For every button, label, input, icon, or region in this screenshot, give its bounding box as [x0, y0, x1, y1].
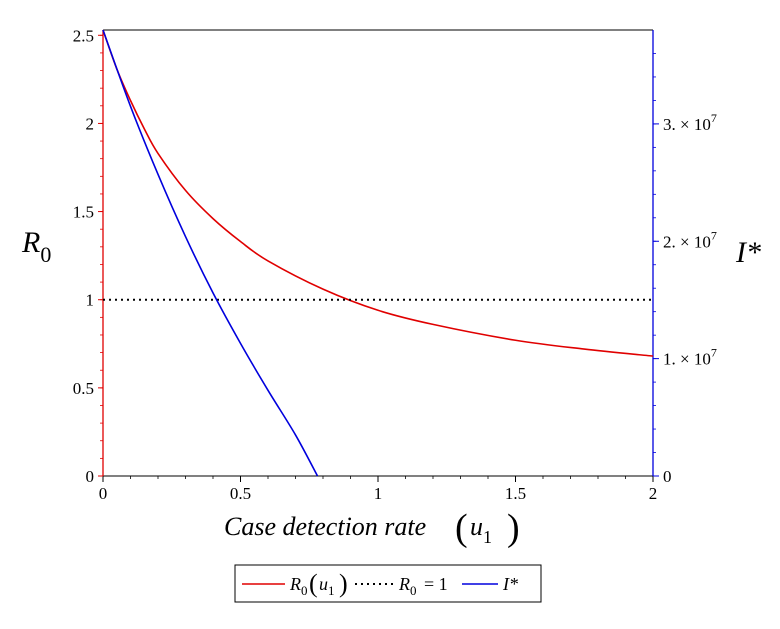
x-axis-label-close-paren: ): [507, 507, 520, 549]
left-y-tick-label: 0: [86, 467, 95, 486]
x-axis-label-open-paren: (: [455, 507, 468, 549]
x-tick-label: 1: [374, 484, 383, 503]
right-y-axis-ticks: 0 1. × 107 2. × 107 3. × 107: [653, 53, 717, 486]
x-tick-label: 0: [99, 484, 108, 503]
right-y-tick-label: 0: [663, 467, 672, 486]
right-y-tick-label: 1. × 107: [663, 346, 717, 369]
series-line-r0: [102, 29, 654, 357]
right-y-tick-label: 3. × 107: [663, 111, 717, 134]
legend-label-threshold: R0: [398, 574, 417, 598]
x-tick-label: 2: [649, 484, 658, 503]
series-line-istar: [102, 29, 319, 477]
series-layer: [102, 29, 654, 477]
legend-label-r0-arg: u1: [319, 574, 335, 598]
legend-label-threshold-eq: = 1: [424, 574, 448, 594]
right-y-tick-label: 2. × 107: [663, 228, 717, 251]
left-y-tick-label: 2: [86, 114, 95, 133]
legend-label-r0: R0: [289, 574, 308, 598]
left-y-axis-ticks: 0 0.5 1 1.5 2 2.5: [73, 26, 103, 486]
legend: R0 ( u1 ) R0 = 1 I*: [234, 564, 542, 603]
x-axis-label-var: u1: [470, 512, 492, 547]
legend-close-paren: ): [339, 569, 348, 598]
x-axis-label: Case detection rate ( u1 ): [224, 507, 520, 549]
right-y-axis-label: I*: [735, 236, 761, 269]
x-axis-ticks: 0 0.5 1 1.5 2: [99, 476, 658, 503]
left-y-tick-label: 1.5: [73, 203, 94, 222]
left-y-tick-label: 2.5: [73, 26, 94, 45]
left-y-tick-label: 0.5: [73, 379, 94, 398]
x-axis-label-text: Case detection rate: [224, 512, 426, 541]
x-tick-label: 1.5: [505, 484, 526, 503]
x-tick-label: 0.5: [230, 484, 251, 503]
left-y-axis-label: R0: [21, 226, 51, 267]
left-y-tick-label: 1: [86, 291, 95, 310]
legend-label-istar: I*: [502, 574, 518, 594]
legend-open-paren: (: [309, 569, 318, 598]
